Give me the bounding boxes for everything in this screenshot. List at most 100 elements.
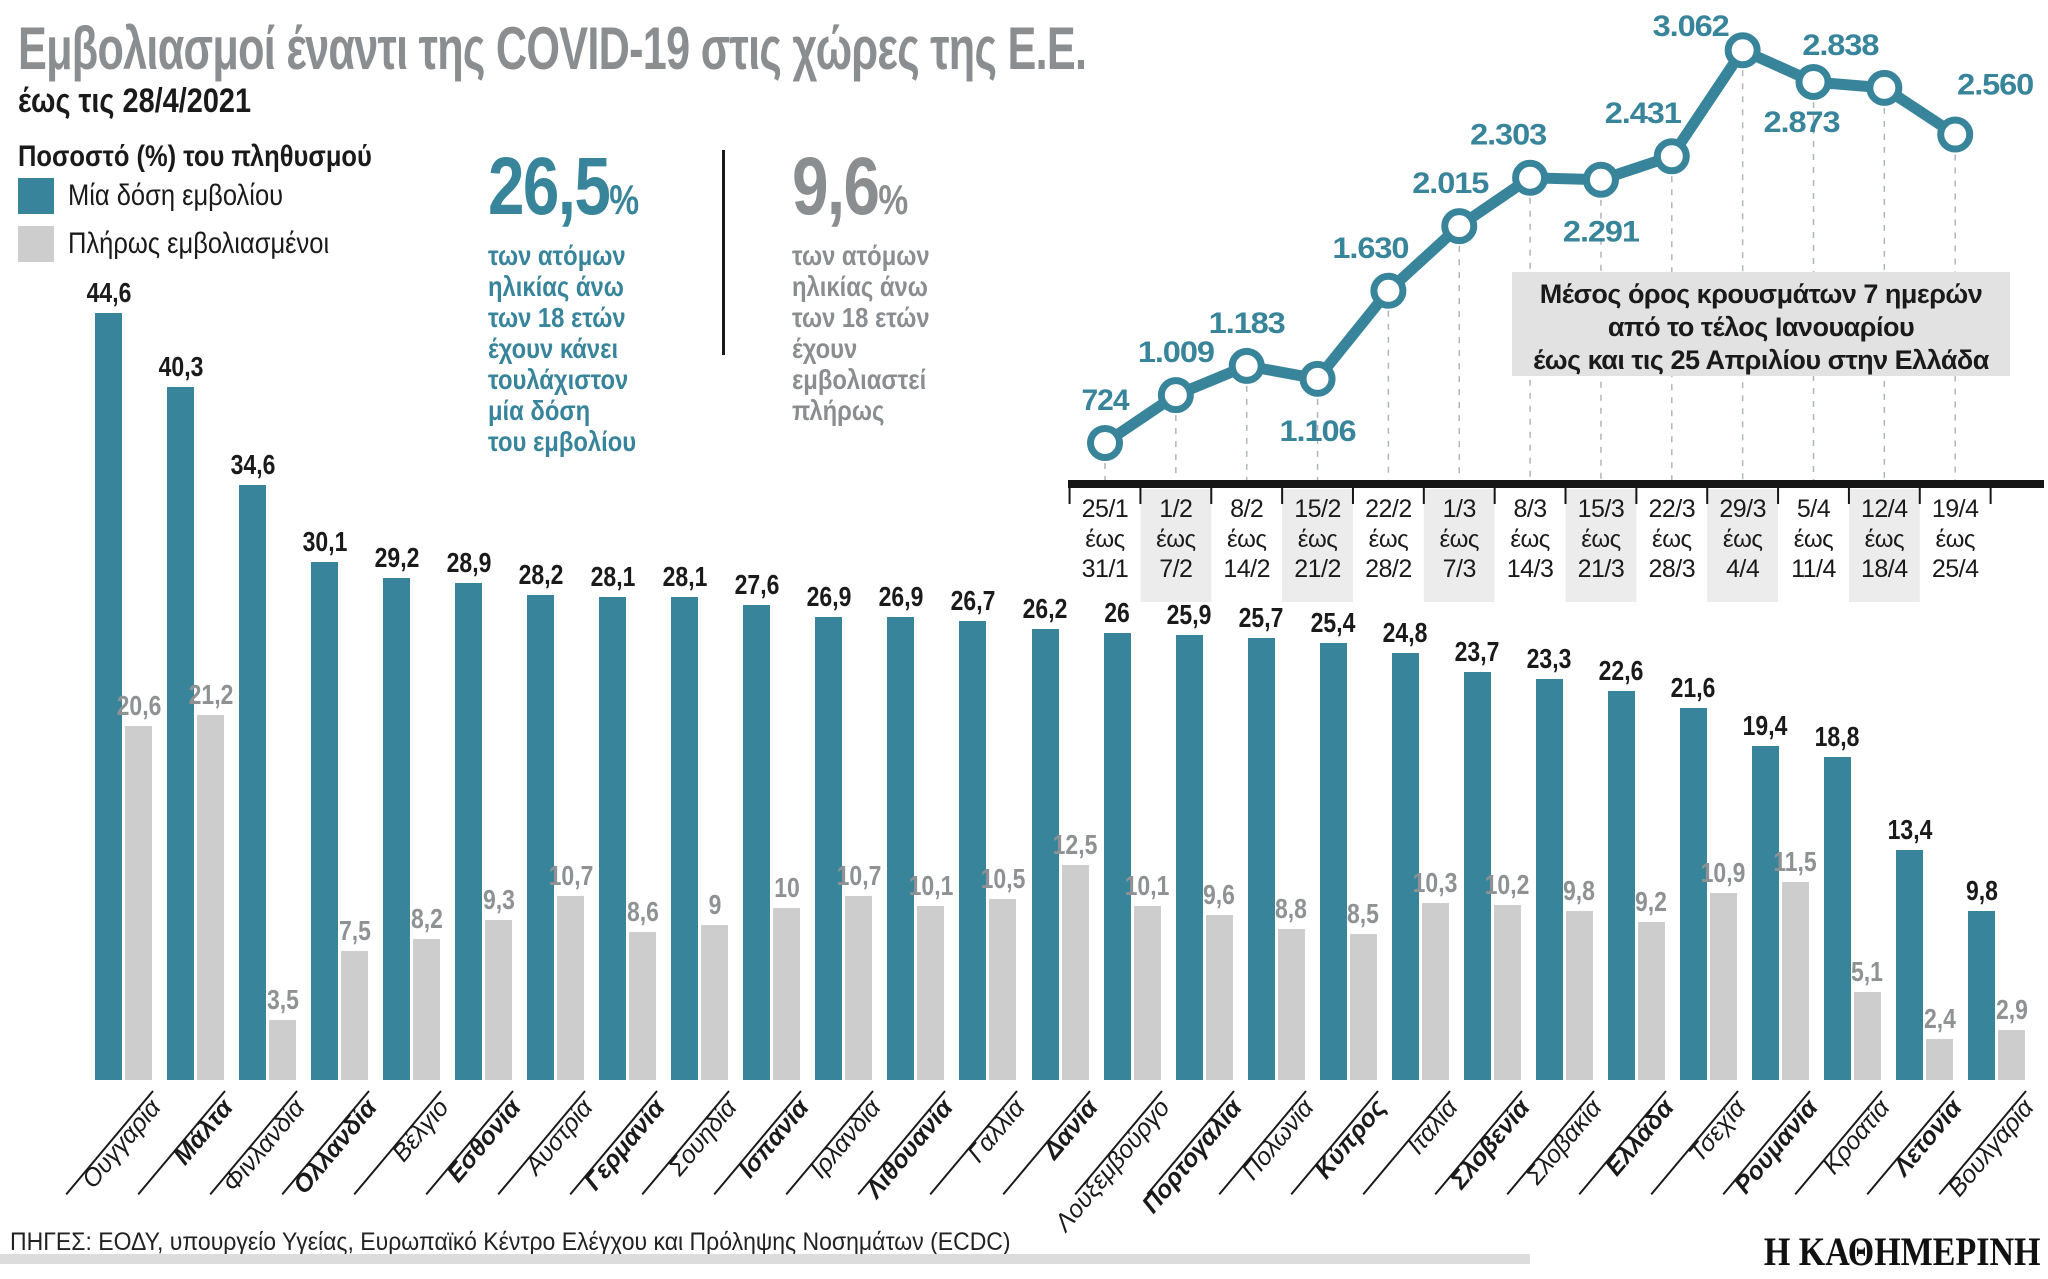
full-bar: [197, 715, 225, 1080]
page-title: Εμβολιασμοί έναντι της COVID-19 στις χώρ…: [18, 15, 1087, 82]
dose1-bar: [383, 577, 411, 1080]
dose1-bar: [1679, 708, 1707, 1080]
full-value-label: 10,1: [1124, 870, 1170, 902]
full-bar: [1133, 906, 1161, 1080]
full-bar: [773, 908, 801, 1080]
dose1-value-label: 40,3: [158, 350, 203, 382]
stat-dose1: 26,5% των ατόμων ηλικίας άνω των 18 ετών έχ…: [488, 140, 677, 457]
full-value-label: 8,8: [1275, 892, 1308, 924]
stat-dose1-value: 26,5%: [488, 140, 639, 234]
legend-item-label: Μία δόση εμβολίου: [68, 179, 284, 212]
full-bar: [269, 1019, 297, 1080]
full-bar: [1926, 1038, 1953, 1080]
dose1-value-label: 9,8: [1965, 875, 1998, 907]
full-bar: [557, 895, 585, 1080]
full-value-label: 9,8: [1563, 875, 1596, 907]
full-value-label: 20,6: [116, 689, 161, 721]
stat-dose1-text: των ατόμων ηλικίας άνω των 18 ετών έχουν κά…: [488, 240, 649, 457]
dose1-value-label: 23,7: [1454, 636, 1500, 668]
full-value-label: 10,2: [1484, 868, 1530, 900]
full-value-label: 10,1: [908, 870, 954, 902]
dose1-value-label: 19,4: [1743, 710, 1788, 742]
legend-swatch-icon: [18, 178, 54, 214]
dose1-value-label: 24,8: [1382, 617, 1428, 649]
full-bar: [413, 938, 441, 1080]
full-value-label: 2,9: [1995, 994, 2028, 1026]
stat-text-line: ηλικίας άνω: [792, 271, 928, 302]
full-value-label: 12,5: [1052, 829, 1098, 860]
dose1-bar: [1103, 632, 1131, 1080]
legend-item-0: Μία δόση εμβολίου: [18, 178, 321, 214]
full-bar: [485, 920, 513, 1080]
full-value-label: 8,5: [1347, 897, 1380, 929]
dose1-value-label: 26,9: [806, 581, 852, 613]
dose1-value-label: 27,6: [734, 569, 780, 601]
full-value-label: 8,2: [410, 902, 443, 934]
dose1-bar: [959, 620, 987, 1080]
full-value-label: 11,5: [1773, 846, 1818, 878]
full-bar: [1349, 933, 1377, 1080]
dose1-value-label: 18,8: [1815, 720, 1860, 752]
dose1-bar: [1751, 746, 1779, 1080]
full-value-label: 9,2: [1635, 885, 1668, 917]
stat-text-line: των ατόμων: [792, 240, 930, 271]
stat-text-line: των 18 ετών: [488, 302, 626, 333]
stat-text-line: των ατόμων: [488, 240, 626, 271]
full-value-label: 10,3: [1412, 866, 1458, 898]
dose1-value-label: 23,3: [1526, 643, 1572, 675]
kathimerini-logo: Η ΚΑΘΗΜΕΡΙΝΗ: [1763, 1229, 2040, 1274]
full-bar: [1853, 992, 1881, 1080]
full-bar: [1781, 882, 1809, 1080]
dose1-bar: [95, 312, 122, 1080]
dose1-bar: [599, 596, 627, 1080]
stat-text-line: ηλικίας άνω: [488, 271, 624, 302]
dose1-value-label: 26,2: [1022, 593, 1068, 625]
dose1-bar: [1391, 653, 1419, 1080]
dose1-value-label: 30,1: [302, 526, 347, 558]
stat-text-line: των 18 ετών: [792, 302, 930, 333]
dose1-bar: [1031, 629, 1059, 1080]
dose1-value-label: 26,7: [950, 584, 996, 616]
dose1-bar: [1535, 679, 1563, 1080]
dose1-value-label: 13,4: [1887, 813, 1932, 845]
stat-full-number: 9,6: [792, 141, 880, 232]
dose1-bar: [1175, 634, 1203, 1080]
full-value-label: 10,7: [548, 859, 594, 891]
full-bar: [1493, 904, 1521, 1080]
full-bar: [701, 925, 729, 1080]
dose1-value-label: 28,1: [662, 560, 708, 592]
dose1-bar: [671, 596, 699, 1080]
dose1-bar: [1319, 643, 1347, 1080]
stat-text-line: τουλάχιστον: [488, 364, 629, 395]
full-value-label: 9: [708, 889, 722, 921]
dose1-value-label: 25,4: [1310, 607, 1356, 639]
dose1-value-label: 28,9: [446, 546, 492, 578]
full-value-label: 10: [774, 872, 800, 903]
full-bar: [1277, 928, 1305, 1080]
full-bar: [1998, 1030, 2026, 1080]
stat-text-line: έχουν κάνει: [488, 333, 619, 364]
full-bar: [917, 906, 945, 1080]
dose1-value-label: 21,6: [1671, 672, 1716, 704]
full-bar: [1205, 914, 1233, 1080]
full-bar: [1061, 865, 1089, 1080]
stat-full-text: των ατόμων ηλικίας άνω των 18 ετών έχουν εμβ…: [792, 240, 930, 426]
dose1-bar: [743, 605, 771, 1080]
full-value-label: 2,4: [1923, 1002, 1956, 1034]
dose1-bar: [311, 562, 339, 1080]
dose1-value-label: 44,6: [86, 276, 131, 308]
stat-dose1-number: 26,5: [488, 141, 611, 232]
legend-swatch-icon: [18, 226, 54, 262]
dose1-bar: [1463, 672, 1491, 1080]
stat-full-value: 9,6%: [792, 140, 922, 234]
dose1-bar: [815, 617, 843, 1080]
full-bar: [1637, 921, 1665, 1080]
dose1-bar: [887, 617, 915, 1080]
dose1-bar: [1968, 911, 1996, 1080]
full-value-label: 10,5: [980, 863, 1026, 895]
full-value-label: 5,1: [1851, 956, 1884, 988]
legend-item-label: Πλήρως εμβολιασμένοι: [68, 227, 330, 260]
dose1-bar: [455, 582, 483, 1080]
footer-rule: [0, 1254, 1530, 1264]
